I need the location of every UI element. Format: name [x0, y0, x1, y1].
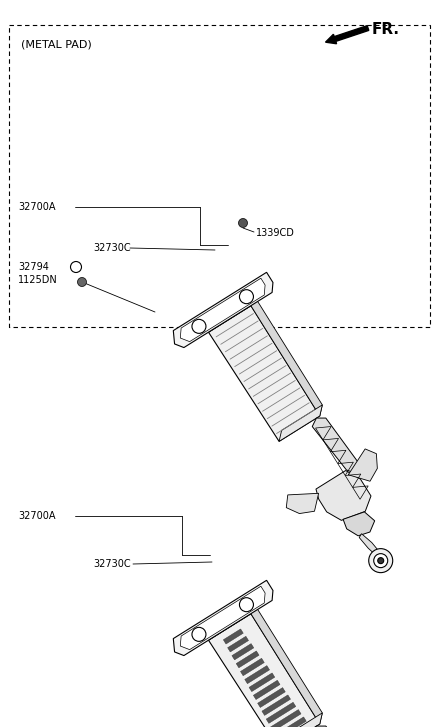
- Text: 32700A: 32700A: [18, 202, 56, 212]
- Text: 32700A: 32700A: [18, 511, 56, 521]
- Circle shape: [239, 219, 247, 228]
- Polygon shape: [173, 580, 273, 656]
- Polygon shape: [279, 713, 322, 727]
- Text: 1339CD: 1339CD: [256, 228, 295, 238]
- Text: 32730C: 32730C: [93, 559, 131, 569]
- Text: 32794: 32794: [18, 262, 49, 272]
- Polygon shape: [262, 695, 291, 715]
- Circle shape: [378, 558, 384, 563]
- Bar: [9, 25, 430, 327]
- Polygon shape: [286, 494, 318, 513]
- Polygon shape: [240, 658, 264, 675]
- Circle shape: [374, 554, 388, 568]
- Circle shape: [369, 549, 393, 573]
- Polygon shape: [245, 666, 269, 683]
- Text: (METAL PAD): (METAL PAD): [21, 39, 92, 49]
- Circle shape: [192, 319, 206, 334]
- Circle shape: [239, 598, 254, 611]
- Polygon shape: [209, 614, 320, 727]
- Polygon shape: [251, 297, 322, 416]
- Polygon shape: [312, 726, 359, 727]
- Polygon shape: [312, 418, 359, 474]
- Polygon shape: [228, 636, 249, 652]
- Circle shape: [239, 289, 254, 304]
- Polygon shape: [275, 717, 306, 727]
- Polygon shape: [253, 680, 280, 699]
- Circle shape: [78, 278, 86, 286]
- Polygon shape: [223, 629, 243, 644]
- Polygon shape: [348, 449, 377, 481]
- Polygon shape: [249, 673, 275, 691]
- Polygon shape: [236, 651, 259, 668]
- Text: 32730C: 32730C: [93, 243, 131, 253]
- Polygon shape: [209, 604, 254, 640]
- Polygon shape: [209, 297, 254, 332]
- Polygon shape: [270, 710, 301, 727]
- Polygon shape: [359, 534, 381, 558]
- Polygon shape: [209, 305, 320, 441]
- Polygon shape: [232, 643, 254, 660]
- Polygon shape: [251, 604, 322, 724]
- Circle shape: [192, 627, 206, 641]
- Polygon shape: [279, 405, 322, 441]
- Text: FR.: FR.: [372, 22, 400, 37]
- FancyArrow shape: [325, 25, 369, 44]
- Polygon shape: [180, 278, 265, 342]
- Polygon shape: [266, 702, 296, 723]
- Text: 1125DN: 1125DN: [18, 275, 58, 285]
- Polygon shape: [343, 512, 375, 536]
- Polygon shape: [173, 273, 273, 348]
- Polygon shape: [180, 586, 265, 650]
- Polygon shape: [316, 470, 371, 521]
- Circle shape: [71, 262, 82, 273]
- Polygon shape: [258, 688, 285, 707]
